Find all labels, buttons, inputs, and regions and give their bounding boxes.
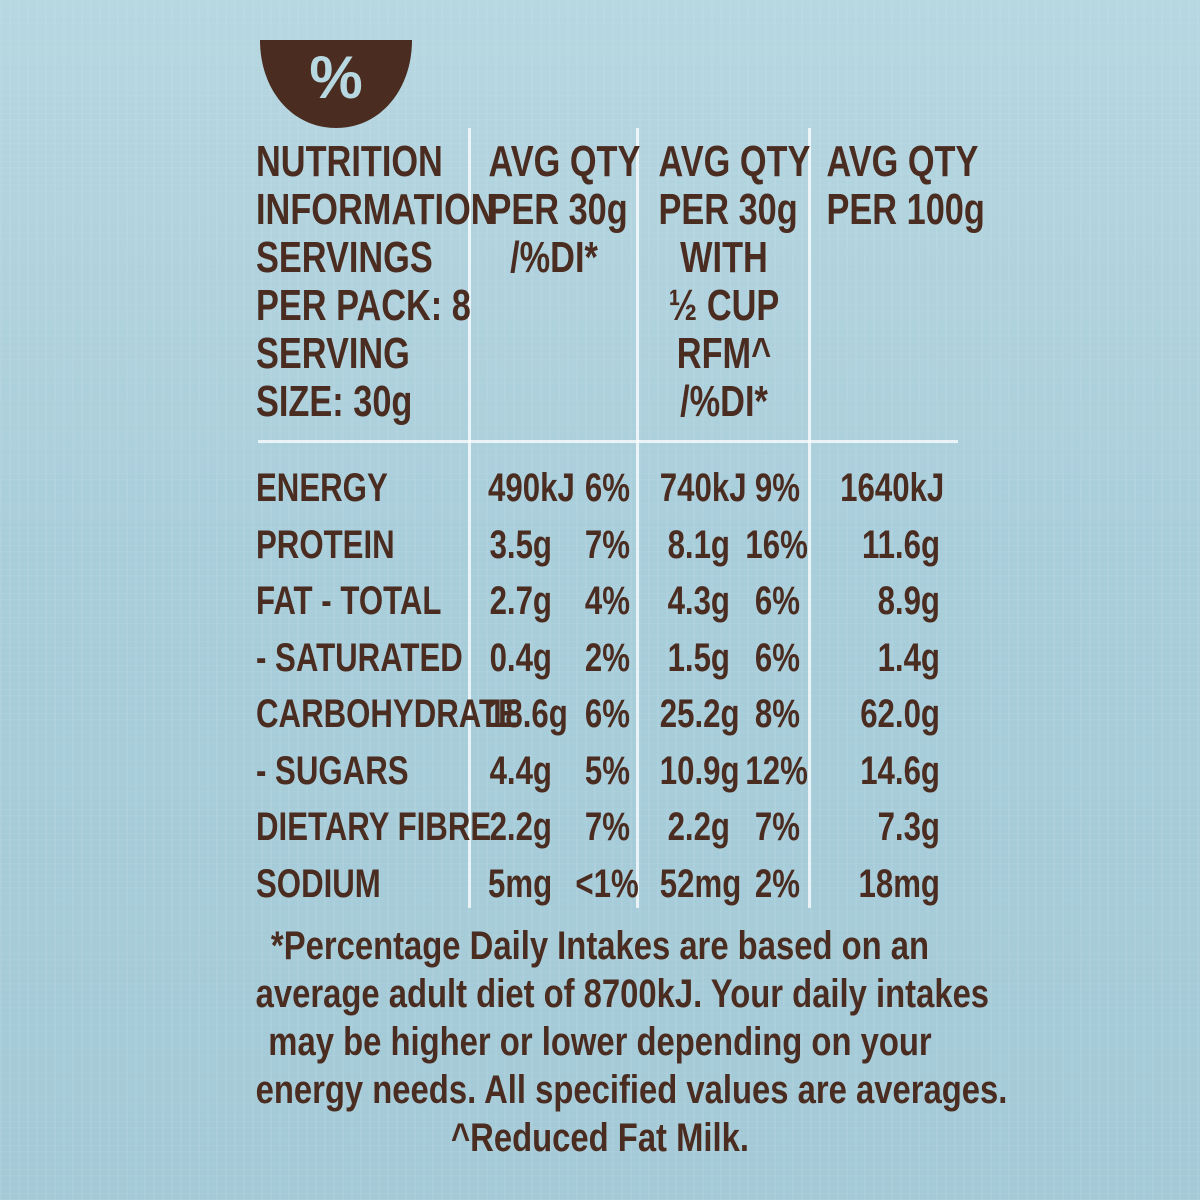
nutrient-name: SODIUM — [256, 862, 381, 906]
di-with-milk: 9% — [754, 466, 800, 510]
qty-with-milk: 1.5g — [667, 636, 730, 680]
header-nutrition-info: NUTRITION INFORMATION SERVINGS PER PACK:… — [256, 137, 496, 426]
nutrient-name: - SATURATED — [256, 636, 463, 680]
qty-per-100g: 11.6g — [861, 523, 940, 567]
qty-with-milk: 740kJ — [659, 466, 747, 510]
qty-per-30g: 18.6g — [488, 692, 568, 736]
di-per-30g: <1% — [575, 862, 639, 906]
di-per-30g: 6% — [584, 692, 630, 736]
nutrient-name: ENERGY — [256, 466, 388, 510]
di-per-30g: 5% — [584, 749, 630, 793]
di-with-milk: 12% — [745, 749, 808, 793]
qty-with-milk: 25.2g — [659, 692, 740, 736]
qty-with-milk: 52mg — [659, 862, 742, 906]
footnote-line: average adult diet of 8700kJ. Your daily… — [255, 972, 990, 1016]
qty-per-30g: 2.2g — [489, 805, 552, 849]
di-with-milk: 16% — [745, 523, 808, 567]
footnote-line: energy needs. All specified values are a… — [255, 1068, 1008, 1112]
header-rule — [258, 440, 958, 443]
header-per-100g: AVG QTY PER 100g — [826, 137, 985, 234]
di-with-milk: 8% — [754, 692, 800, 736]
header-per-30g: AVG QTY PER 30g /%DI* — [488, 137, 641, 282]
qty-with-milk: 2.2g — [667, 805, 730, 849]
qty-per-30g: 4.4g — [489, 749, 552, 793]
di-with-milk: 2% — [754, 862, 800, 906]
qty-per-30g: 2.7g — [489, 579, 552, 623]
nutrient-name: PROTEIN — [256, 523, 395, 567]
qty-per-100g: 7.3g — [877, 805, 940, 849]
column-rule-3 — [808, 128, 811, 908]
nutrient-name: FAT - TOTAL — [256, 579, 442, 623]
column-rule-2 — [636, 128, 639, 908]
qty-per-30g: 490kJ — [488, 466, 575, 510]
footnote-line: ^Reduced Fat Milk. — [450, 1116, 749, 1160]
qty-per-100g: 18mg — [858, 862, 940, 906]
qty-per-100g: 1640kJ — [840, 466, 945, 510]
nutrient-name: CARBOHYDRATE — [256, 692, 519, 736]
qty-per-30g: 3.5g — [489, 523, 552, 567]
di-per-30g: 7% — [584, 805, 630, 849]
percent-bowl-icon: % — [258, 38, 414, 130]
qty-per-100g: 14.6g — [860, 749, 940, 793]
qty-per-100g: 8.9g — [877, 579, 940, 623]
header-per-30g-with-milk: AVG QTY PER 30g WITH ½ CUP RFM^ /%DI* — [658, 137, 811, 426]
di-per-30g: 7% — [584, 523, 630, 567]
nutrient-name: DIETARY FIBRE — [256, 805, 492, 849]
di-with-milk: 7% — [754, 805, 800, 849]
nutrient-name: - SUGARS — [256, 749, 409, 793]
qty-per-30g: 0.4g — [489, 636, 552, 680]
di-with-milk: 6% — [754, 579, 800, 623]
qty-with-milk: 4.3g — [667, 579, 730, 623]
percent-glyph: % — [309, 44, 363, 111]
qty-per-100g: 62.0g — [860, 692, 940, 736]
di-with-milk: 6% — [754, 636, 800, 680]
footnote: *Percentage Daily Intakes are based on a… — [255, 922, 1008, 1162]
column-rule-1 — [468, 128, 471, 908]
qty-with-milk: 8.1g — [667, 523, 730, 567]
footnote-line: may be higher or lower depending on your — [268, 1020, 932, 1064]
di-per-30g: 4% — [584, 579, 630, 623]
qty-with-milk: 10.9g — [659, 749, 740, 793]
footnote-line: *Percentage Daily Intakes are based on a… — [270, 924, 930, 968]
qty-per-30g: 5mg — [488, 862, 553, 906]
di-per-30g: 2% — [584, 636, 630, 680]
qty-per-100g: 1.4g — [877, 636, 940, 680]
di-per-30g: 6% — [584, 466, 630, 510]
